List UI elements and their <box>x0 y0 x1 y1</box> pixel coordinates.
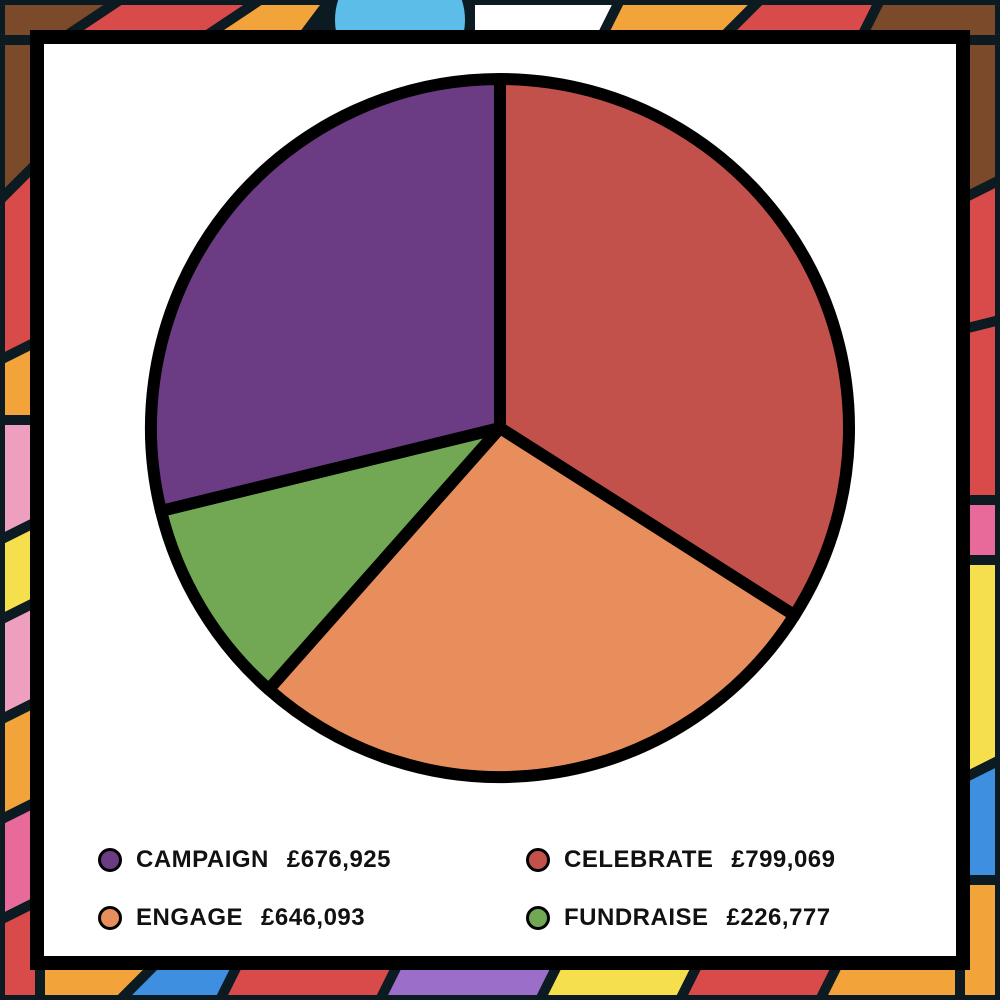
legend-label-campaign: CAMPAIGN <box>136 846 269 873</box>
legend-swatch-celebrate <box>526 848 550 872</box>
legend-item-engage: ENGAGE £646,093 <box>98 900 365 936</box>
legend-item-fundraise: FUNDRAISE £226,777 <box>526 900 831 936</box>
chart-card: CAMPAIGN £676,925 CELEBRATE £799,069 ENG… <box>30 30 970 970</box>
legend-value-engage: £646,093 <box>261 904 366 931</box>
legend-value-campaign: £676,925 <box>286 846 391 873</box>
pie-slice-campaign <box>145 73 506 517</box>
legend-swatch-campaign <box>98 848 122 872</box>
legend-label-fundraise: FUNDRAISE <box>564 904 709 931</box>
legend-swatch-fundraise <box>526 906 550 930</box>
legend-value-fundraise: £226,777 <box>726 904 831 931</box>
legend-label-engage: ENGAGE <box>136 904 244 931</box>
legend-label-celebrate: CELEBRATE <box>564 846 714 873</box>
legend-item-celebrate: CELEBRATE £799,069 <box>526 842 836 878</box>
legend-item-campaign: CAMPAIGN £676,925 <box>98 842 391 878</box>
legend-swatch-engage <box>98 906 122 930</box>
pie-slice-engage <box>262 422 801 783</box>
pie-chart <box>145 73 855 783</box>
legend-value-celebrate: £799,069 <box>731 846 836 873</box>
